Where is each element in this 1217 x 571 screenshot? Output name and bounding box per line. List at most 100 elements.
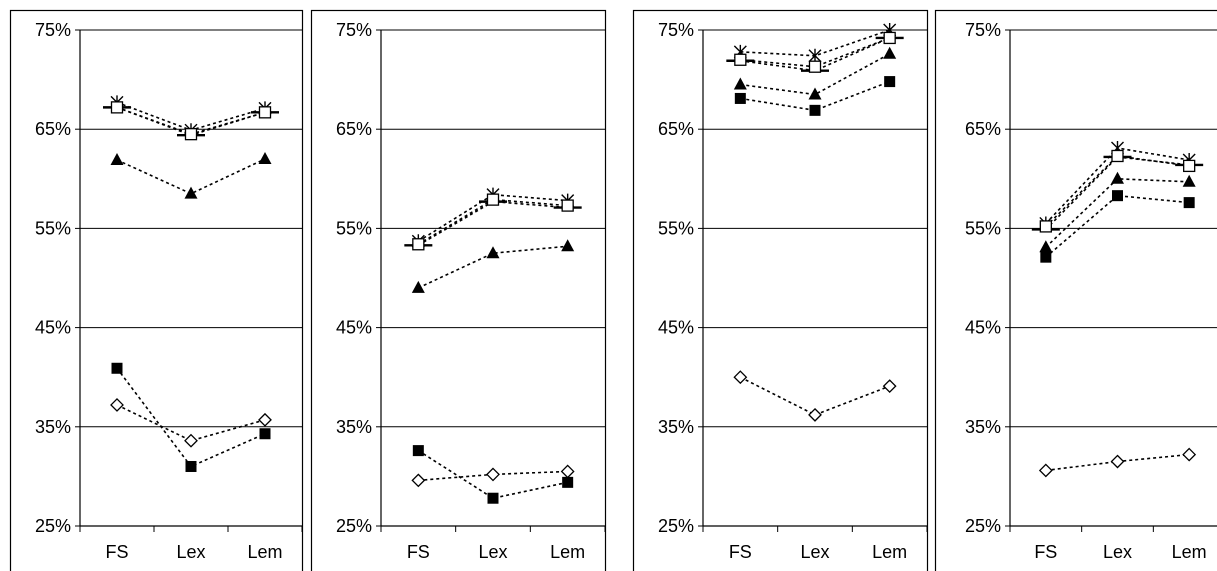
panel-frame (934, 9, 1217, 571)
y-tick-label: 75% (336, 20, 372, 40)
series-diamond (1038, 447, 1197, 478)
data-point (1039, 240, 1053, 253)
data-point (734, 92, 746, 104)
y-tick-label: 45% (658, 318, 694, 338)
series-square (111, 362, 271, 472)
series-star (733, 23, 897, 63)
x-tick-label: FS (1034, 542, 1057, 562)
data-point (258, 412, 272, 427)
y-tick-label: 45% (35, 318, 71, 338)
x-tick-label: FS (105, 542, 128, 562)
data-point (259, 428, 271, 440)
data-point (1110, 454, 1125, 469)
series-open-square (1039, 149, 1196, 233)
y-tick-label: 25% (35, 516, 71, 536)
y-tick-label: 75% (965, 20, 1001, 40)
data-point (486, 467, 500, 482)
y-tick-label: 45% (336, 318, 372, 338)
series-open-square (110, 101, 272, 141)
x-tick-label: Lem (1172, 542, 1207, 562)
data-point (560, 464, 575, 479)
data-point (808, 87, 822, 100)
y-tick-label: 25% (658, 516, 694, 536)
y-tick-label: 55% (336, 218, 372, 238)
x-tick-label: Lem (247, 542, 282, 562)
x-tick-label: FS (729, 542, 752, 562)
series-triangle (411, 239, 575, 293)
data-point (1111, 171, 1124, 184)
y-tick-label: 75% (35, 20, 71, 40)
series-triangle (733, 46, 897, 100)
data-point (1182, 447, 1197, 462)
data-point (1183, 159, 1196, 173)
data-point (411, 280, 425, 293)
data-point (562, 476, 574, 488)
y-tick-label: 55% (965, 218, 1001, 238)
data-point (411, 473, 426, 488)
y-tick-label: 65% (336, 119, 372, 139)
data-point (258, 151, 272, 164)
series-line (417, 245, 568, 289)
y-tick-label: 65% (658, 119, 694, 139)
series-line (417, 449, 568, 500)
series-line (417, 200, 568, 246)
data-point (1111, 149, 1124, 163)
y-tick-label: 75% (658, 20, 694, 40)
data-point (184, 186, 198, 199)
panel-frame (9, 9, 304, 571)
data-point (883, 46, 897, 59)
data-point (184, 433, 198, 448)
data-point (110, 398, 124, 412)
y-tick-label: 35% (336, 417, 372, 437)
data-point (882, 379, 897, 394)
data-point (111, 362, 123, 374)
data-point (1040, 251, 1052, 263)
series-line (116, 404, 266, 442)
series-line (740, 37, 890, 72)
data-point (561, 199, 574, 212)
data-point (487, 492, 499, 504)
data-point (808, 60, 822, 73)
y-tick-label: 45% (965, 318, 1001, 338)
y-tick-label: 35% (965, 417, 1001, 437)
series-line (1045, 177, 1190, 248)
y-tick-label: 25% (965, 516, 1001, 536)
data-point (884, 76, 896, 88)
data-point (486, 246, 500, 259)
series-line (740, 80, 890, 112)
data-point (808, 48, 822, 63)
data-point (185, 460, 197, 472)
series-square (412, 445, 574, 504)
x-tick-label: Lex (478, 542, 507, 562)
series-triangle (1039, 171, 1196, 253)
data-point (486, 193, 500, 206)
chart-panel-2: 25% 35% 45% 55% 65% 75% FS Lex Lem (310, 9, 607, 571)
data-point (733, 370, 748, 385)
data-point (110, 101, 124, 114)
series-dash (404, 200, 582, 247)
y-tick-label: 35% (658, 417, 694, 437)
series-square (734, 76, 896, 116)
data-point (733, 77, 747, 90)
data-point (1183, 197, 1195, 209)
x-tick-label: Lex (800, 542, 829, 562)
data-point (561, 239, 575, 252)
y-tick-label: 55% (658, 218, 694, 238)
data-point (883, 31, 896, 45)
data-point (734, 53, 747, 66)
data-point (258, 106, 272, 119)
data-point (808, 407, 822, 422)
panel-frame (632, 9, 929, 571)
chart-panel-3: 25% 35% 45% 55% 65% 75% FS Lex Lem (632, 9, 929, 571)
y-tick-label: 35% (35, 417, 71, 437)
panel-frame (310, 9, 607, 571)
data-point (1112, 190, 1123, 202)
x-tick-label: Lem (872, 542, 907, 562)
y-tick-label: 65% (35, 119, 71, 139)
data-point (184, 128, 198, 141)
series-diamond (733, 370, 897, 422)
series-open-square (734, 31, 896, 73)
x-tick-label: Lem (550, 542, 585, 562)
x-tick-label: Lex (176, 542, 205, 562)
